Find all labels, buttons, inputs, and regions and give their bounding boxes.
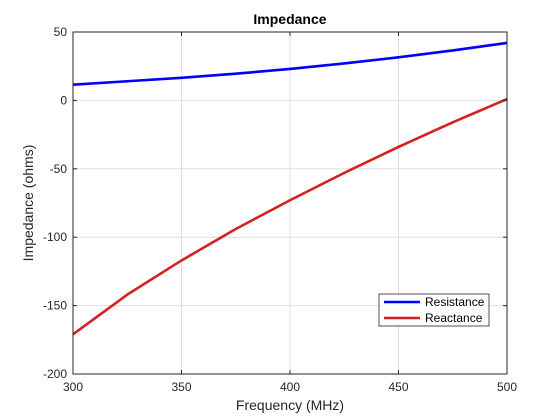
series-lines <box>72 41 508 336</box>
x-tick-label: 400 <box>280 380 300 394</box>
series-line-resistance <box>72 41 508 86</box>
x-tick-label: 300 <box>63 380 83 394</box>
x-tick-label: 450 <box>388 380 408 394</box>
legend-box <box>378 293 490 327</box>
x-tick-label: 500 <box>497 380 517 394</box>
y-axis-label: Impedance (ohms) <box>20 145 36 262</box>
legend-label-resistance: Resistance <box>425 295 485 309</box>
axis-ticks: 300 350 400 450 500 -200 -150 -100 -50 0 50 <box>43 25 517 394</box>
legend-label-reactance: Reactance <box>425 311 483 325</box>
chart-title: Impedance <box>253 11 326 27</box>
y-tick-label: -200 <box>43 367 67 381</box>
y-tick-label: -100 <box>43 230 67 244</box>
y-tick-label: -150 <box>43 299 67 313</box>
y-tick-label: 50 <box>54 25 68 39</box>
y-tick-label: 0 <box>60 93 67 107</box>
legend: Resistance Reactance <box>378 293 490 327</box>
y-tick-label: -50 <box>50 162 68 176</box>
x-axis-label: Frequency (MHz) <box>236 397 344 413</box>
x-tick-label: 350 <box>171 380 191 394</box>
series-line-reactance <box>72 97 508 336</box>
